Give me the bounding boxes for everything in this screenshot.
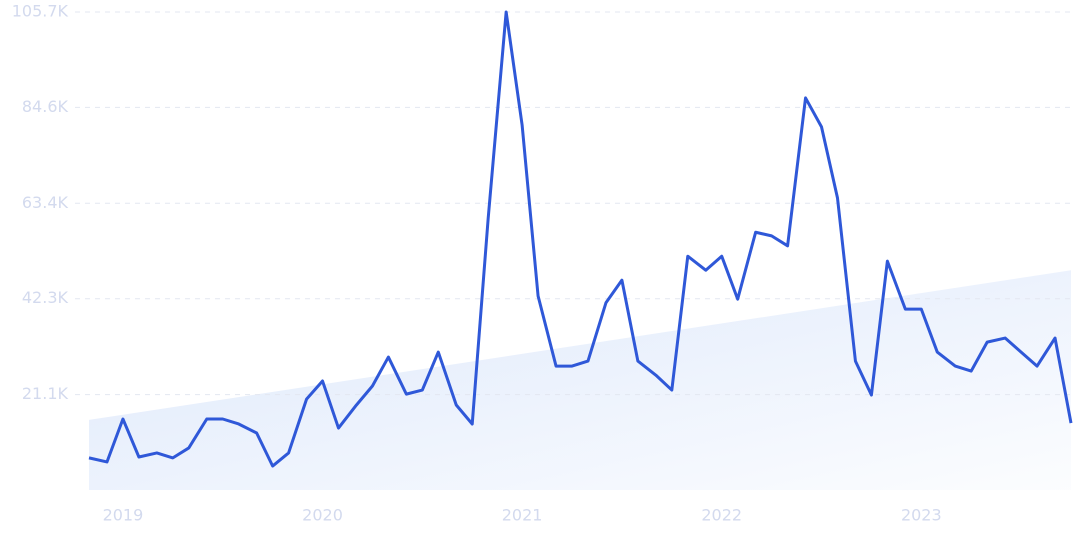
- y-tick-label: 21.1K: [22, 384, 69, 403]
- y-tick-label: 63.4K: [22, 193, 69, 212]
- line: [88, 10, 1073, 468]
- x-tick-label: 2023: [901, 506, 942, 525]
- x-tick-label: 2022: [701, 506, 742, 525]
- y-tick-label: 105.7K: [12, 2, 69, 21]
- y-tick-label: 84.6K: [22, 97, 69, 116]
- x-tick-label: 2020: [302, 506, 343, 525]
- y-tick-label: 42.3K: [22, 288, 69, 307]
- x-tick-label: 2019: [103, 506, 144, 525]
- trend-area: [89, 270, 1071, 490]
- x-tick-label: 2021: [502, 506, 543, 525]
